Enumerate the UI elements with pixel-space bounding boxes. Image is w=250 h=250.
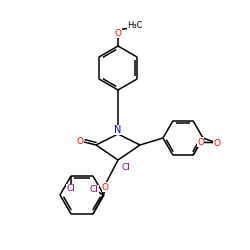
Text: O: O bbox=[197, 138, 204, 147]
Text: O: O bbox=[76, 136, 84, 145]
Text: O: O bbox=[214, 139, 220, 148]
Text: H₃C: H₃C bbox=[127, 20, 143, 30]
Text: O: O bbox=[114, 28, 121, 38]
Text: Cl: Cl bbox=[122, 164, 130, 172]
Text: N: N bbox=[114, 125, 122, 135]
Text: Cl: Cl bbox=[66, 184, 76, 194]
Text: O: O bbox=[102, 182, 109, 192]
Text: Cl: Cl bbox=[90, 186, 98, 194]
